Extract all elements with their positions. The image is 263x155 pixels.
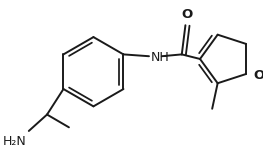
Text: O: O [254, 69, 263, 82]
Text: O: O [182, 8, 193, 21]
Text: NH: NH [151, 51, 170, 64]
Text: H₂N: H₂N [2, 135, 26, 148]
